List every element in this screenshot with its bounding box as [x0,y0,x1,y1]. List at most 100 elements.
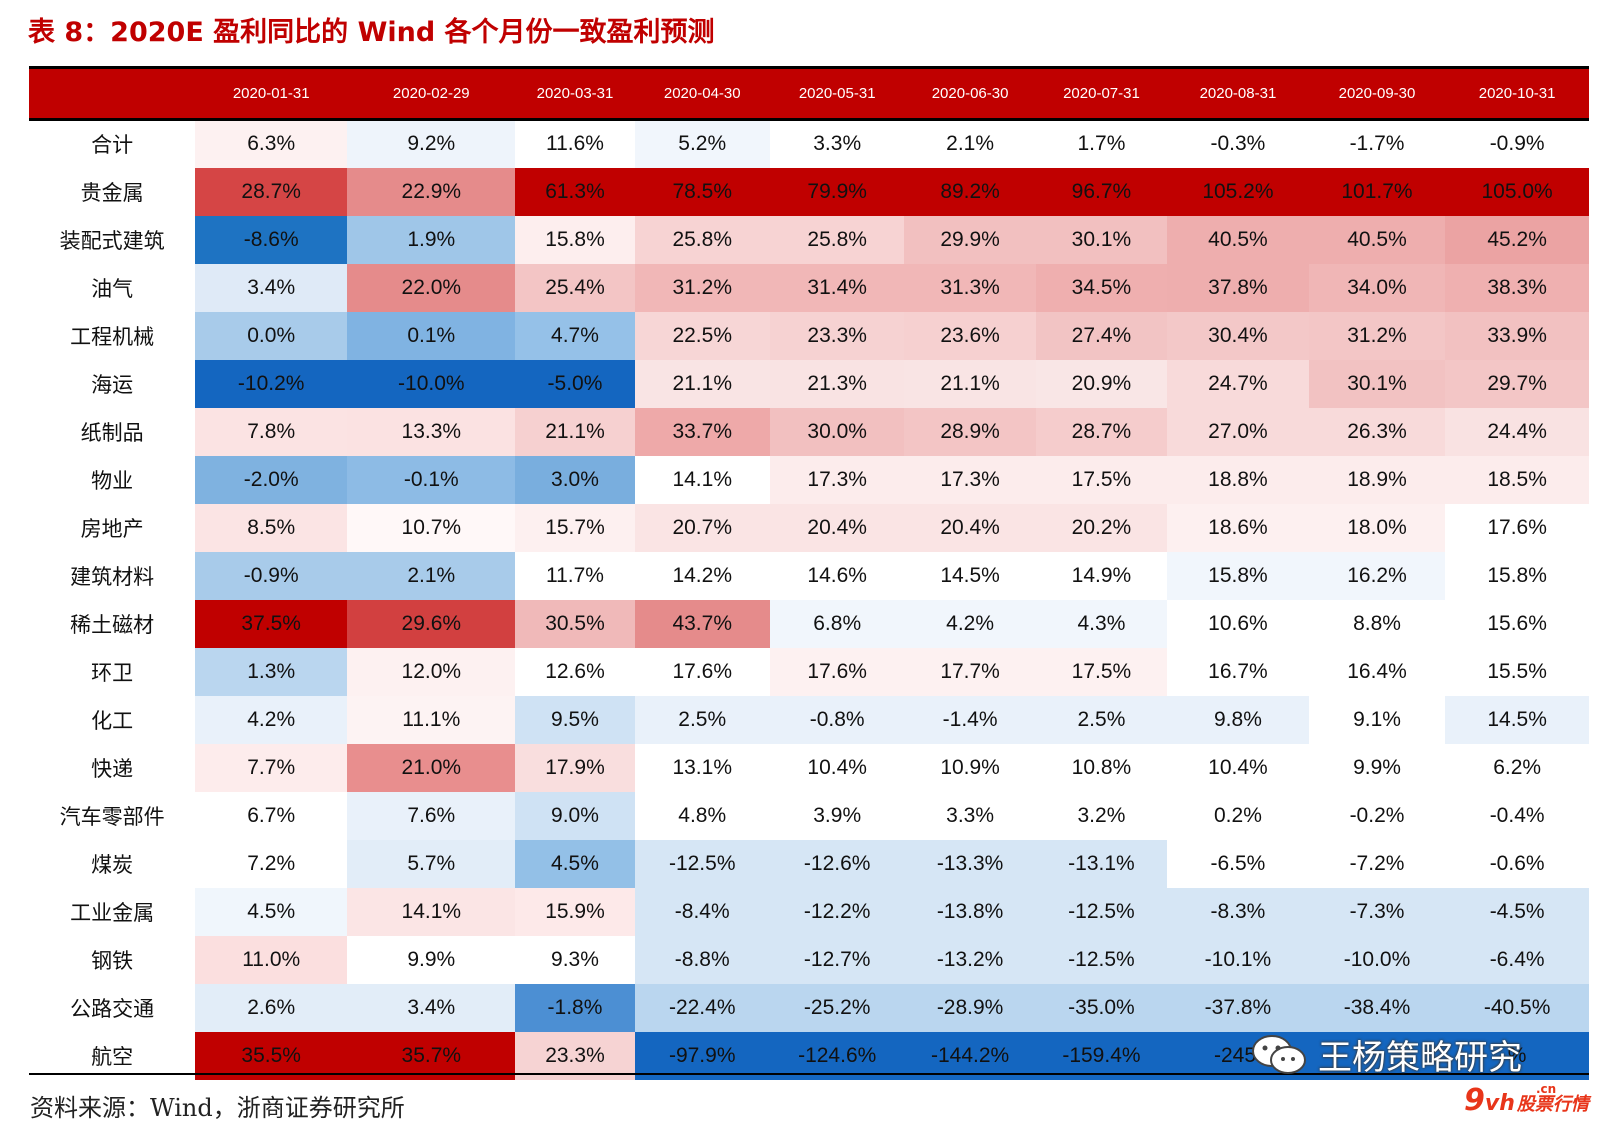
heat-cell: 6.3% [195,119,348,168]
site-logo: 9 vh .cn 股票行情 [1464,1082,1589,1118]
column-header: 2020-08-31 [1167,67,1309,121]
heat-cell: 14.2% [634,551,770,600]
table-row: 化工 4.2% 11.1% 9.5% 2.5% -0.8% -1.4% 2.5% 9.8% 9.1… [29,695,1589,744]
heat-cell: -12.7% [769,935,905,984]
heat-cell: 15.8% [1167,551,1309,600]
heat-cell: 43.7% [634,599,770,648]
table-row: 稀土磁材 37.5% 29.6% 30.5% 43.7% 6.8% 4.2% 4.3% 10.6… [29,599,1589,648]
table-row: 汽车零部件 6.7% 7.6% 9.0% 4.8% 3.9% 3.3% 3.2% 0.2% -0.… [29,791,1589,840]
heat-cell: -97.9% [634,1031,770,1080]
heat-cell: 37.5% [195,599,348,648]
column-header: 2020-04-30 [634,67,770,121]
heat-cell: -2.0% [195,455,348,504]
heat-cell: -12.5% [634,839,770,888]
heat-cell: -28.9% [904,983,1036,1032]
heat-cell: 2.5% [1035,695,1168,744]
heat-cell: 17.6% [769,647,905,696]
table-row: 煤炭 7.2% 5.7% 4.5% -12.5% -12.6% -13.3% -13.1% -6… [29,839,1589,888]
heat-cell: 38.3% [1445,263,1589,312]
heat-cell: 17.6% [634,647,770,696]
heat-cell: 37.8% [1167,263,1309,312]
table-row: 装配式建筑 -8.6% 1.9% 15.8% 25.8% 25.8% 29.9% 30.1% 4… [29,215,1589,264]
heat-cell: -10.2% [195,359,348,408]
heat-cell: -12.5% [1035,887,1168,936]
heat-cell: -5.0% [515,359,635,408]
heat-cell: 79.9% [769,167,905,216]
heat-cell: 7.8% [195,407,348,456]
table-row: 贵金属 28.7% 22.9% 61.3% 78.5% 79.9% 89.2% 96.7% 10… [29,167,1589,216]
column-header: 2020-02-29 [347,67,516,121]
heat-cell: 24.7% [1167,359,1309,408]
heat-cell: 13.3% [347,407,516,456]
heat-cell: 18.5% [1445,455,1589,504]
row-label: 贵金属 [29,167,196,216]
heat-cell: -12.5% [1035,935,1168,984]
heat-cell: 1.7% [1035,119,1168,168]
heat-cell: 24.4% [1445,407,1589,456]
heat-cell: 11.1% [347,695,516,744]
heat-cell: 14.9% [1035,551,1168,600]
watermark: 王杨策略研究 [1250,1030,1522,1079]
heat-cell: -10.0% [347,359,516,408]
column-header: 2020-01-31 [195,67,348,121]
row-label: 合计 [29,119,196,168]
heat-cell: 12.6% [515,647,635,696]
column-header: 2020-09-30 [1308,67,1446,121]
heat-cell: -0.2% [1308,791,1446,840]
heat-cell: 29.7% [1445,359,1589,408]
heat-cell: 1.3% [195,647,348,696]
heat-cell: -12.2% [769,887,905,936]
heat-cell: 2.1% [347,551,516,600]
heat-cell: 16.7% [1167,647,1309,696]
heat-cell: 11.6% [515,119,635,168]
heat-cell: 28.7% [1035,407,1168,456]
heat-cell: 16.2% [1308,551,1446,600]
heat-cell: 10.4% [769,743,905,792]
row-label: 快递 [29,743,196,792]
heat-cell: -40.5% [1445,983,1589,1032]
heat-cell: -0.9% [195,551,348,600]
heat-cell: -1.4% [904,695,1036,744]
heat-cell: 27.4% [1035,311,1168,360]
heat-cell: 7.2% [195,839,348,888]
column-header: 2020-10-31 [1445,67,1589,121]
heat-cell: 3.9% [769,791,905,840]
heat-cell: 27.0% [1167,407,1309,456]
heat-cell: 4.3% [1035,599,1168,648]
heat-cell: 25.8% [634,215,770,264]
row-label: 建筑材料 [29,551,196,600]
heat-cell: 31.4% [769,263,905,312]
heat-cell: -13.1% [1035,839,1168,888]
heat-cell: 4.5% [195,887,348,936]
heat-cell: -12.6% [769,839,905,888]
heat-cell: 15.8% [515,215,635,264]
heat-cell: 35.5% [195,1031,348,1080]
heat-cell: 15.9% [515,887,635,936]
heat-cell: -124.6% [769,1031,905,1080]
heat-cell: 101.7% [1308,167,1446,216]
heat-cell: 6.7% [195,791,348,840]
heat-cell: 15.8% [1445,551,1589,600]
column-header: 2020-07-31 [1035,67,1168,121]
heat-cell: 22.5% [634,311,770,360]
heat-cell: 15.7% [515,503,635,552]
row-label: 环卫 [29,647,196,696]
row-label: 房地产 [29,503,196,552]
table-row: 纸制品 7.8% 13.3% 21.1% 33.7% 30.0% 28.9% 28.7% 27.… [29,407,1589,456]
row-label: 装配式建筑 [29,215,196,264]
heat-cell: 105.0% [1445,167,1589,216]
heat-cell: 17.5% [1035,455,1168,504]
heat-cell: 5.2% [634,119,770,168]
heat-cell: 78.5% [634,167,770,216]
table-row: 航空 35.5% 35.7% 23.3% -97.9% -124.6% -144.2% -15… [29,1031,1589,1080]
heat-cell: 13.1% [634,743,770,792]
row-label: 物业 [29,455,196,504]
heat-cell: 25.4% [515,263,635,312]
heat-cell: 10.4% [1167,743,1309,792]
heat-cell: 8.5% [195,503,348,552]
heat-cell: -6.4% [1445,935,1589,984]
heat-cell: 17.7% [904,647,1036,696]
heat-cell: 11.0% [195,935,348,984]
heat-cell: 20.4% [904,503,1036,552]
heat-cell: -13.8% [904,887,1036,936]
